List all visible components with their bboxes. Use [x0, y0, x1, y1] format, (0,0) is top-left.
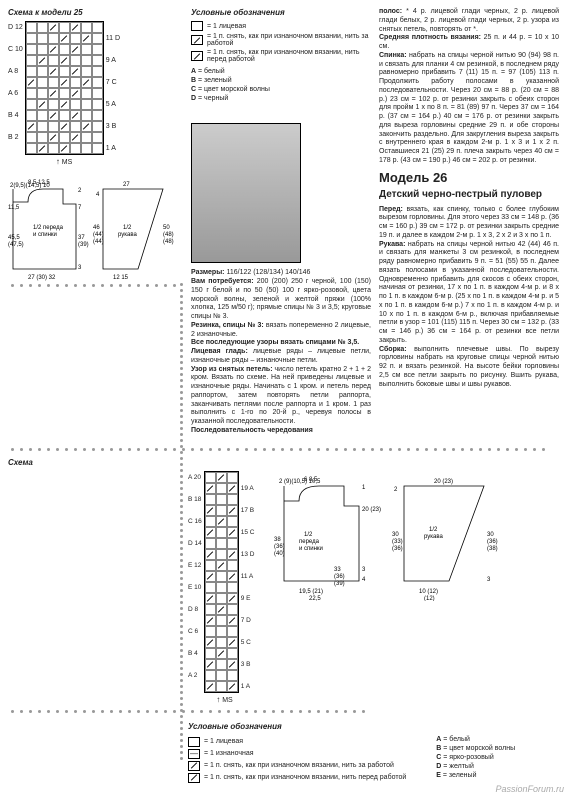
- svg-text:30: 30: [392, 532, 399, 538]
- legend-item: = 1 п. снять, как при изнаночном вязании…: [191, 49, 371, 63]
- svg-text:20 (23): 20 (23): [362, 507, 381, 513]
- legend2-title: Условные обозначения: [188, 722, 566, 731]
- svg-text:12 15: 12 15: [113, 275, 129, 281]
- svg-text:(44): (44): [93, 239, 104, 245]
- svg-text:(36): (36): [334, 574, 345, 580]
- svg-text:4: 4: [362, 577, 366, 583]
- column-right: полос: * 4 р. лицевой глади черных, 2 р.…: [379, 8, 559, 436]
- svg-text:(48): (48): [163, 232, 174, 238]
- schema-26-section: Схема A 20B 18 C 16D 14 E 12E 10 D 8C 6 …: [0, 448, 574, 793]
- model-26-subtitle: Детский черно-пестрый пуловер: [379, 189, 559, 200]
- svg-text:2 (9)(10,5) 10,5: 2 (9)(10,5) 10,5: [279, 479, 321, 485]
- schematic-25: 8,5 12,5 2(9,5)(14,5) 10 2 7 11,5 1/2 пе…: [8, 174, 183, 284]
- dots-divider-3: [8, 710, 566, 716]
- svg-text:(12): (12): [424, 596, 435, 601]
- svg-text:3: 3: [78, 265, 82, 271]
- svg-text:27: 27: [123, 182, 130, 188]
- svg-text:(44): (44): [93, 232, 104, 238]
- schematic-26: 6 8,5 2 (9)(10,5) 10,5 1 38(36)(40) 1/2п…: [274, 471, 514, 601]
- svg-text:(38): (38): [487, 546, 498, 552]
- chart-25-labels-right: 11 D 9 A 7 C 5 A 3 B 1 A: [106, 22, 120, 154]
- svg-text:3: 3: [362, 567, 366, 573]
- model-photo: [191, 123, 301, 263]
- dots-divider-2: [8, 448, 566, 454]
- svg-text:10 (12): 10 (12): [419, 589, 438, 595]
- svg-text:45,5: 45,5: [8, 235, 20, 241]
- svg-text:(40): (40): [274, 551, 285, 557]
- column-left: Схема к модели 25 D 12 C 10 A 8 A 6 B 4 …: [8, 8, 183, 436]
- svg-text:рукава: рукава: [118, 232, 137, 238]
- svg-text:4: 4: [96, 192, 100, 198]
- svg-text:46: 46: [93, 225, 100, 231]
- legend-title-25: Условные обозначения: [191, 8, 371, 17]
- instructions-col3-bot: Перед: вязать, как спинку, только с боле…: [379, 206, 559, 390]
- color-legend-25: A = белый B = зеленый C = цвет морской в…: [191, 67, 371, 103]
- svg-text:2(9,5)(14,5) 10: 2(9,5)(14,5) 10: [10, 183, 50, 189]
- svg-text:(48): (48): [163, 239, 174, 245]
- svg-text:33: 33: [334, 567, 341, 573]
- svg-text:(36): (36): [392, 546, 403, 552]
- model-26-title: Модель 26: [379, 170, 559, 185]
- svg-text:(39): (39): [334, 581, 345, 587]
- svg-text:50: 50: [163, 225, 170, 231]
- chart-26: A 20B 18 C 16D 14 E 12E 10 D 8C 6 B 4A 2: [188, 471, 254, 693]
- svg-text:(36): (36): [274, 544, 285, 550]
- chart-25-labels-left: D 12 C 10 A 8 A 6 B 4 B 2: [8, 22, 23, 154]
- svg-text:2: 2: [78, 188, 82, 194]
- svg-text:1/2 переда: 1/2 переда: [33, 225, 64, 231]
- svg-text:11,5: 11,5: [8, 205, 20, 211]
- instructions-col2: Размеры: 116/122 (128/134) 140/146 Вам п…: [191, 269, 371, 435]
- svg-text:(36): (36): [487, 539, 498, 545]
- svg-text:3: 3: [487, 577, 491, 583]
- svg-text:30: 30: [487, 532, 494, 538]
- chart-25: D 12 C 10 A 8 A 6 B 4 B 2: [8, 21, 120, 155]
- dots-vertical: [180, 280, 186, 763]
- svg-text:2: 2: [394, 487, 398, 493]
- svg-text:1/2: 1/2: [123, 225, 132, 231]
- column-mid: Условные обозначения = 1 лицевая = 1 п. …: [191, 8, 371, 436]
- svg-text:и спинки: и спинки: [33, 232, 57, 238]
- svg-text:переда: переда: [299, 539, 320, 545]
- svg-text:7: 7: [78, 205, 82, 211]
- schema-26-title: Схема: [8, 458, 566, 467]
- svg-text:22,5: 22,5: [309, 596, 321, 601]
- svg-text:(47,5): (47,5): [8, 242, 24, 248]
- legend-item: = 1 лицевая: [191, 21, 371, 31]
- svg-text:(39): (39): [78, 242, 89, 248]
- svg-text:38: 38: [274, 537, 281, 543]
- watermark: PassionForum.ru: [495, 784, 564, 794]
- legend2-colors: A = белый B = цвет морской волны C = ярк…: [436, 735, 515, 785]
- svg-text:27 (30) 32: 27 (30) 32: [28, 275, 56, 281]
- dots-divider-1: [8, 284, 183, 290]
- chart-title-25: Схема к модели 25: [8, 8, 120, 17]
- svg-text:37: 37: [78, 235, 85, 241]
- svg-text:рукава: рукава: [424, 534, 443, 540]
- svg-text:и спинки: и спинки: [299, 546, 323, 552]
- svg-text:1/2: 1/2: [429, 527, 438, 533]
- instructions-col3-top: полос: * 4 р. лицевой глади черных, 2 р.…: [379, 8, 559, 166]
- legend-item: = 1 п. снять, как при изнаночном вязании…: [191, 33, 371, 47]
- svg-text:19,5 (21): 19,5 (21): [299, 589, 323, 595]
- svg-text:(33): (33): [392, 539, 403, 545]
- legend2-symbols: = 1 лицевая = 1 изнаночная = 1 п. снять,…: [188, 735, 406, 785]
- svg-text:1/2: 1/2: [304, 532, 313, 538]
- svg-text:20 (23): 20 (23): [434, 479, 453, 485]
- svg-text:1: 1: [362, 485, 366, 491]
